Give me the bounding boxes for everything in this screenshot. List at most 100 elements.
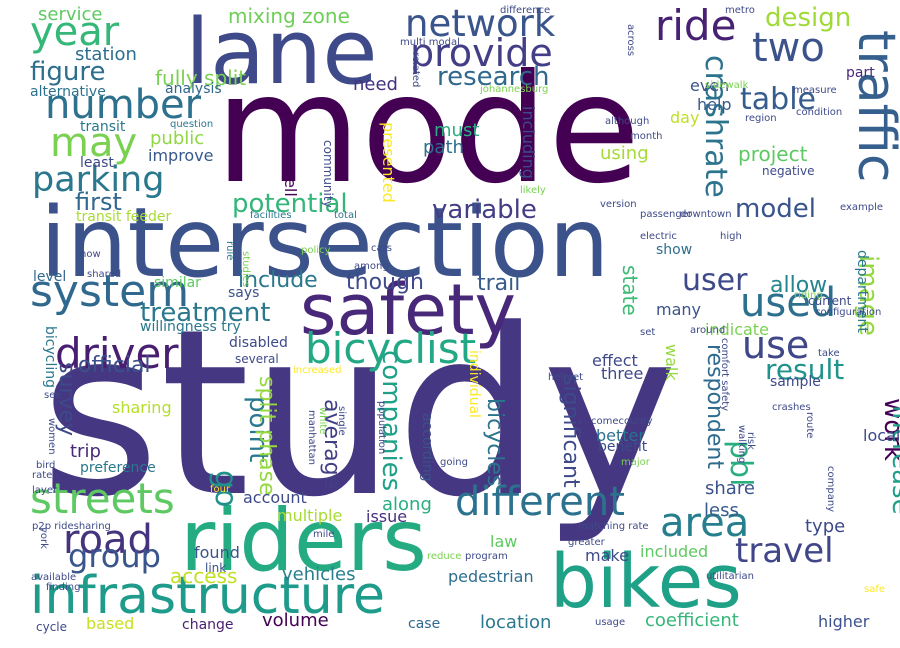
word-york: york — [38, 527, 49, 549]
word-indicate: indicate — [705, 320, 769, 339]
word-traffic: traffic — [846, 30, 900, 183]
word-effect: effect — [592, 351, 638, 370]
word-condition: condition — [796, 107, 843, 118]
word-figure: figure — [30, 57, 106, 87]
word-finding: finding — [46, 582, 81, 593]
word-current: current — [808, 294, 852, 308]
word-question: question — [170, 119, 214, 130]
word-table: table — [740, 82, 816, 117]
word-split-phase: split phase — [254, 376, 279, 496]
word-population: population — [376, 401, 387, 455]
word-shared: shared — [87, 269, 122, 280]
word-using: using — [600, 143, 649, 164]
word-bird: bird — [36, 460, 56, 471]
word-help: help — [697, 95, 732, 114]
word-rate: rate — [32, 470, 53, 481]
word-walk: walk — [662, 344, 681, 381]
word-riders: riders — [180, 491, 427, 591]
word-public: public — [150, 128, 205, 149]
word-area: area — [660, 500, 750, 546]
word-many: many — [656, 300, 701, 319]
word-safety: safety — [300, 269, 516, 351]
word-likely: likely — [520, 185, 546, 196]
word-access: access — [170, 564, 238, 588]
word-available: available — [31, 572, 77, 583]
word-high: high — [720, 231, 742, 242]
word-infrastructure: infrastructure — [30, 566, 385, 626]
word-driver: driver — [55, 329, 179, 378]
word-level: level — [33, 269, 67, 285]
word-studies: studies — [240, 251, 251, 287]
word-across: across — [625, 24, 636, 57]
word-comfort-safety: comfort safety — [719, 338, 730, 412]
word-example: example — [840, 202, 884, 213]
word-similar: similar — [154, 275, 201, 291]
word-include: include — [238, 268, 318, 293]
word-helmet: helmet — [548, 372, 584, 383]
word-safe: safe — [864, 584, 886, 595]
word-see: see — [44, 390, 62, 401]
word-white: white — [317, 407, 328, 435]
word-year: year — [30, 9, 120, 55]
word-design: design — [765, 3, 852, 33]
word-disabled: disabled — [229, 335, 288, 351]
word-women: women — [46, 418, 57, 455]
word-related: related — [410, 52, 421, 88]
word-need: need — [353, 74, 398, 95]
word-preference: preference — [80, 460, 156, 476]
word-johannesburg: johannesburg — [480, 84, 549, 95]
word-presented: presented — [379, 122, 398, 203]
word-although: although — [605, 116, 650, 127]
word-day: day — [670, 108, 700, 127]
word-link: link — [205, 561, 227, 575]
word-used: used — [740, 280, 837, 326]
word-study: study — [40, 281, 678, 548]
word-four: four — [210, 484, 231, 495]
word-greater: greater — [568, 537, 605, 548]
word-take: take — [818, 348, 840, 359]
word-bicycling: bicycling — [42, 326, 58, 388]
word-transit-feeder: transit feeder — [76, 209, 172, 225]
word-even: even — [690, 76, 730, 95]
word-set: set — [640, 327, 656, 338]
word-transit: transit — [80, 119, 126, 135]
word-analysis: analysis — [165, 81, 222, 97]
word-going: going — [440, 457, 468, 468]
word-configuration: configuration — [815, 307, 882, 318]
word-mixing-zone: mixing zone — [228, 4, 350, 28]
word-increased: increased — [293, 365, 342, 376]
word-project: project — [738, 142, 808, 166]
word-improve: improve — [148, 146, 214, 165]
word-trail: trail — [477, 271, 521, 296]
word-parking: parking — [32, 160, 165, 200]
word-benefit: benefit — [598, 439, 648, 455]
word-single: single — [336, 406, 347, 436]
word-treatment: treatment — [140, 298, 271, 328]
word-may: may — [50, 120, 138, 166]
word-riding: riding — [794, 290, 823, 301]
word-mode: mode — [215, 43, 641, 217]
word-higher: higher — [818, 612, 870, 631]
word-number: number — [45, 82, 202, 128]
word-bicycles: bicycles — [482, 398, 507, 487]
word-network: network — [405, 2, 556, 45]
word-potential: potential — [232, 189, 348, 219]
word-reduce: reduce — [427, 551, 462, 562]
word-though: though — [346, 270, 424, 295]
word-sample: sample — [770, 374, 821, 390]
word-three: three — [601, 364, 644, 383]
word-passenger: passenger — [640, 209, 692, 220]
word-downtown: downtown — [680, 209, 732, 220]
word-trip: trip — [70, 441, 101, 462]
word-least: least — [80, 155, 114, 171]
word-allow: allow — [770, 273, 828, 298]
word-month: month — [630, 131, 663, 142]
word-account: account — [243, 488, 307, 507]
word-part: part — [846, 65, 875, 81]
word-result: result — [765, 353, 845, 386]
word-crashes: crashes — [772, 402, 811, 413]
word-ride: ride — [655, 1, 737, 50]
word-metro: metro — [725, 5, 755, 16]
word-policy: policy — [301, 245, 331, 256]
